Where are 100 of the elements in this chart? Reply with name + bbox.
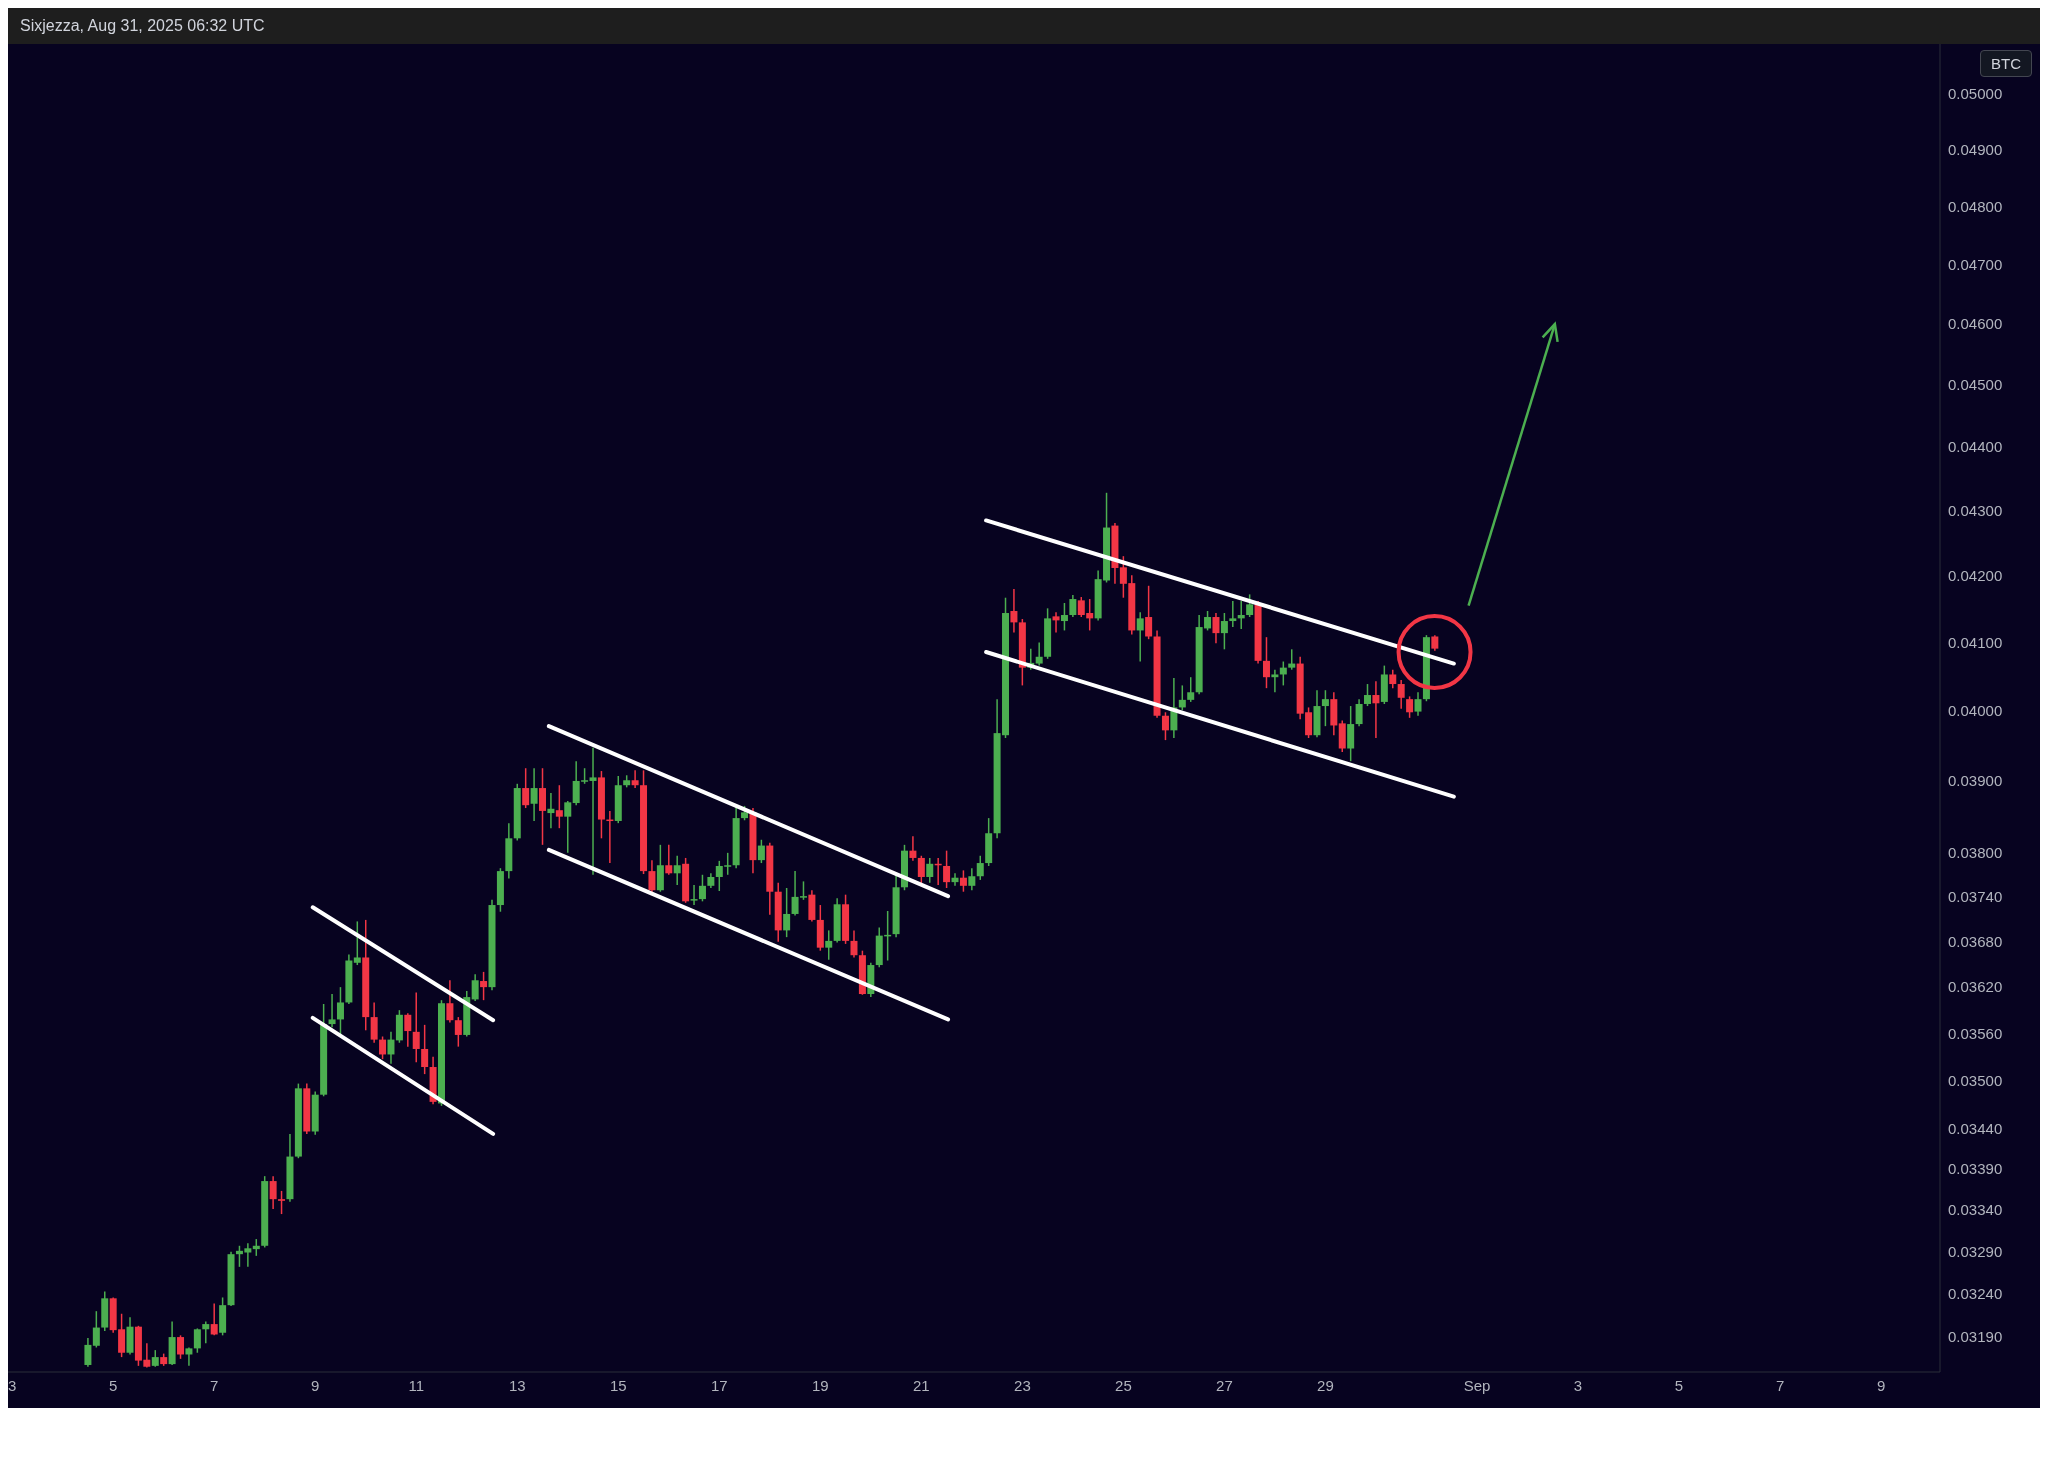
candlestick [1060,602,1068,632]
y-tick-label: 0.03290 [1948,1242,2003,1260]
candlestick [1069,594,1077,618]
candlestick [547,792,555,829]
candlestick [1321,689,1329,727]
y-tick-label: 0.04500 [1948,376,2003,394]
candlestick [471,973,479,1002]
candlestick [353,920,361,966]
candlestick [1372,680,1380,739]
candlestick [522,767,530,809]
candlestick [1397,679,1405,710]
y-tick-label: 0.03680 [1948,932,2003,950]
candlestick [269,1175,277,1210]
candlestick [530,767,538,822]
x-tick-label: 9 [1876,1376,1886,1394]
candlestick [421,1024,429,1075]
y-tick-label: 0.04400 [1948,438,2003,456]
candlestick [690,884,698,906]
candlestick [589,747,597,876]
candlestick [480,971,488,1001]
y-tick-label: 0.03240 [1948,1285,2003,1303]
candlestick [1229,600,1237,628]
candlestick [1178,684,1186,711]
candlestick [951,872,959,887]
x-tick-label: 27 [1216,1376,1233,1394]
x-tick-label: 25 [1115,1376,1132,1394]
candlestick [631,769,639,789]
x-tick-label: Sep [1463,1376,1491,1394]
candlestick [1389,668,1397,689]
x-tick-label: 11 [408,1376,425,1394]
x-tick-label: 5 [109,1376,118,1394]
y-tick-label: 0.03500 [1948,1071,2003,1089]
candlestick [202,1320,210,1344]
y-tick-label: 0.03340 [1948,1201,2003,1219]
candlestick [1237,600,1245,630]
candlestick [665,844,673,876]
y-tick-label: 0.04700 [1948,255,2003,273]
candlestick [92,1310,100,1349]
candlestick [336,986,344,1035]
y-tick-label: 0.04800 [1948,197,2003,215]
candlestick [1288,648,1296,671]
candlestick [1355,698,1363,727]
candlestick [1220,612,1228,651]
candlestick [1136,611,1144,663]
candlestick [412,991,420,1064]
candlestick [1161,711,1169,741]
y-tick-label: 0.04100 [1948,633,2003,651]
x-tick-label: 5 [1674,1376,1684,1394]
y-tick-label: 0.03190 [1948,1328,2003,1346]
candlestick [909,835,917,862]
candlestick [1414,691,1422,717]
y-axis-title: BTC [1980,50,2032,77]
candlestick [757,839,765,864]
y-tick-label: 0.03560 [1948,1024,2003,1042]
x-tick-label: 21 [913,1376,930,1394]
candlestick [454,1016,462,1048]
y-tick-label: 0.05000 [1948,84,2003,102]
y-tick-label: 0.03620 [1948,978,2003,996]
text: Sixjezza, Aug 31, 2025 06:32 UTC [20,17,265,35]
candlestick [850,929,858,959]
candlestick [564,800,572,854]
y-tick-label: 0.04000 [1948,702,2003,720]
x-tick-label: 29 [1317,1376,1334,1394]
x-tick-label: 19 [812,1376,829,1394]
x-tick-label: 7 [210,1376,219,1394]
candlestick [1364,683,1371,707]
candlestick [968,867,976,891]
candlestick [1271,668,1279,694]
y-tick-label: 0.03390 [1948,1160,2003,1178]
candlestick [84,1337,92,1368]
y-tick-label: 0.04300 [1948,502,2003,520]
candlestick [370,1001,378,1044]
candlestick [1406,695,1414,719]
x-tick-label: 7 [1775,1376,1785,1394]
candlestick [673,855,681,886]
x-tick-label: 15 [609,1376,627,1394]
candlestick [1262,636,1270,689]
candlestick [1035,641,1043,667]
x-tick-label: 23 [1014,1376,1031,1394]
x-tick-label: 13 [508,1376,526,1394]
x-tick-label: 3 [8,1376,17,1394]
y-tick-label: 0.03440 [1948,1119,2003,1137]
candlestick [1010,588,1018,634]
candlestick [917,855,925,886]
x-tick-label: 9 [311,1376,320,1394]
y-tick-label: 0.03900 [1948,772,2003,790]
candlestick [976,855,984,881]
candlestick [783,887,791,938]
candlestick [278,1190,286,1215]
candlestick [210,1302,218,1337]
candlestick [698,874,706,903]
candlestick [1145,585,1153,640]
x-tick-label: 3 [1573,1376,1583,1394]
y-tick-label: 0.04600 [1948,315,2003,333]
candlestick [555,784,563,829]
candlestick [328,993,336,1028]
candlestick [926,857,934,884]
y-tick-label: 0.03800 [1948,844,2003,862]
candlestick [943,849,951,889]
candlestick [825,929,833,961]
